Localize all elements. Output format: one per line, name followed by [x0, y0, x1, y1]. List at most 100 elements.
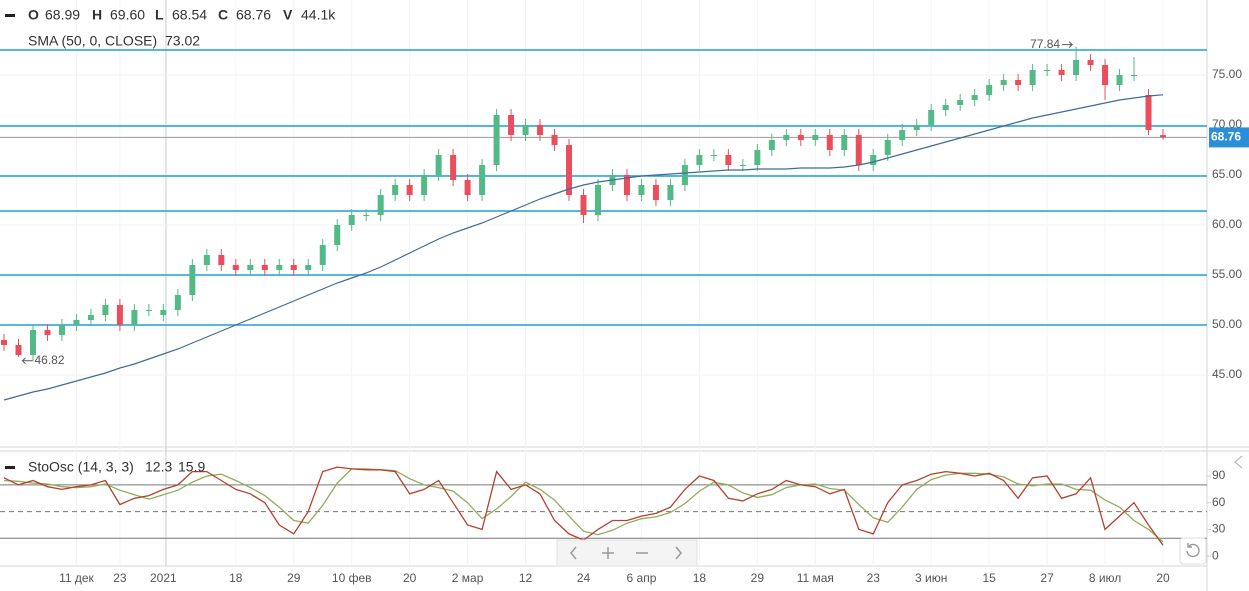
y-tick-label: 65.00	[1212, 167, 1242, 181]
last-price-box	[1209, 127, 1249, 148]
stoch-d-value: 15.9	[178, 459, 205, 475]
x-tick-label: 20	[403, 571, 417, 585]
x-tick-label: 23	[113, 571, 127, 585]
candle-body	[348, 215, 355, 225]
candle-body	[44, 330, 51, 335]
x-tick-label: 20	[1156, 571, 1170, 585]
candle-body	[768, 140, 775, 150]
candle-body	[116, 305, 123, 325]
candle-body	[131, 310, 138, 325]
x-tick-label: 23	[867, 571, 881, 585]
candle-body	[58, 325, 65, 335]
candle-body	[826, 135, 833, 150]
x-tick-label: 27	[1040, 571, 1054, 585]
sma-label: SMA (50, 0, CLOSE)	[28, 33, 157, 49]
nav-buttons	[556, 539, 698, 567]
candle-body	[421, 175, 428, 195]
y-tick-label: 55.00	[1212, 267, 1242, 281]
candle-body	[971, 95, 978, 100]
candle-body	[145, 310, 152, 311]
annotation-label: 77.84	[1030, 37, 1060, 51]
candle-body	[739, 165, 746, 166]
y-tick-label: 45.00	[1212, 367, 1242, 381]
candle-body	[363, 215, 370, 216]
candle-body	[580, 195, 587, 215]
annotation-label: 46.82	[34, 353, 64, 367]
x-tick-label: 2 мар	[452, 571, 484, 585]
candle-body	[957, 100, 964, 105]
candle-body	[450, 155, 457, 180]
candle-body	[392, 185, 399, 195]
high-key: H	[92, 7, 102, 23]
candle-body	[681, 165, 688, 185]
stoch-tick-label: 30	[1212, 522, 1226, 536]
open-key: O	[28, 7, 39, 23]
candle-body	[1029, 70, 1036, 85]
scroll-right[interactable]	[675, 546, 682, 560]
zoom-in[interactable]	[602, 547, 614, 559]
candle-body	[102, 305, 109, 315]
candle-body	[73, 320, 80, 325]
x-tick-label: 29	[287, 571, 301, 585]
candle-body	[841, 135, 848, 150]
stoch-d-line	[3, 468, 1164, 543]
candle-body	[667, 185, 674, 200]
candle-body	[638, 185, 645, 195]
candle-body	[15, 345, 22, 355]
candle-body	[377, 195, 384, 215]
candle-body	[623, 175, 630, 195]
candle-body	[1, 340, 7, 345]
candle-body	[812, 135, 819, 140]
candle-body	[508, 115, 515, 135]
candle-body	[218, 255, 225, 265]
candle-body	[290, 265, 297, 270]
volume-value: 44.1k	[301, 7, 336, 23]
candle-body	[551, 135, 558, 145]
x-tick-label: 2021	[150, 571, 177, 585]
candle-body	[29, 330, 36, 355]
scroll-left[interactable]	[570, 546, 577, 560]
candle-body	[1000, 80, 1007, 85]
high-value: 69.60	[110, 7, 145, 23]
x-tick-label: 6 апр	[627, 571, 657, 585]
x-tick-label: 11 дек	[59, 571, 94, 585]
candle-body	[986, 85, 993, 95]
open-value: 68.99	[45, 7, 80, 23]
candle-body	[203, 255, 210, 265]
candle-body	[855, 135, 862, 165]
volume-key: V	[283, 7, 293, 23]
candle-body	[696, 155, 703, 165]
collapse-icon[interactable]	[5, 466, 15, 469]
reset-button[interactable]	[1179, 537, 1207, 565]
candle-body	[276, 265, 283, 270]
candle-body	[435, 155, 442, 175]
candle-body	[1116, 75, 1123, 85]
annotation-arrow	[1062, 41, 1074, 48]
candle-body	[1015, 80, 1022, 85]
candle-body	[1058, 70, 1065, 75]
candle-body	[652, 185, 659, 200]
stoch-tick-label: 0	[1212, 548, 1219, 562]
last-price-label: 68.76	[1211, 130, 1241, 144]
candle-body	[1044, 70, 1051, 71]
stoch-tick-label: 60	[1212, 495, 1226, 509]
x-tick-label: 18	[693, 571, 707, 585]
collapse-icon[interactable]	[5, 14, 15, 17]
x-tick-label: 29	[751, 571, 765, 585]
candle-body	[1160, 135, 1166, 138]
low-value: 68.54	[172, 7, 207, 23]
x-tick-label: 15	[982, 571, 996, 585]
candle-body	[189, 265, 196, 295]
candle-body	[928, 110, 935, 125]
candle-body	[710, 155, 717, 156]
candle-body	[160, 310, 167, 315]
candle-body	[87, 315, 94, 320]
y-tick-label: 50.00	[1212, 317, 1242, 331]
candle-body	[537, 125, 544, 135]
candle-body	[493, 115, 500, 165]
panel-toggle[interactable]	[1234, 455, 1243, 469]
y-tick-label: 60.00	[1212, 217, 1242, 231]
